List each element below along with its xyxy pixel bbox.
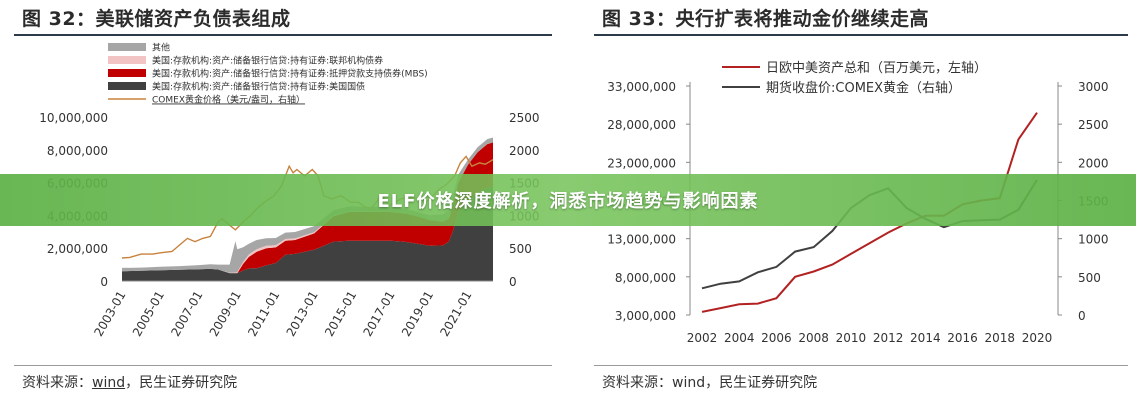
legend-swatch-2: [108, 69, 146, 77]
left-y-tick-label: 0: [100, 275, 108, 289]
right-chart-left-tick-label: 8,000,000: [615, 271, 676, 285]
right-chart-x-tick-label: 2014: [910, 331, 941, 345]
legend-label-2: 美国:存款机构:资产:储备银行信贷:持有证券:抵押贷款支持债券(MBS): [152, 68, 428, 80]
right-chart-x-tick-label: 2018: [985, 331, 1016, 345]
left-x-tick-label: 2003-01: [91, 289, 128, 339]
legend-label-1: 美国:存款机构:资产:储备银行信贷:持有证券:联邦机构债券: [152, 55, 383, 67]
right-y-tick-label: 0: [509, 275, 517, 289]
legend-swatch-0: [108, 43, 146, 51]
right-chart-left-tick-label: 28,000,000: [607, 118, 676, 132]
left-x-tick-label: 2017-01: [361, 289, 398, 339]
right-source-suffix: ，民生证券研究院: [705, 375, 818, 391]
right-chart-left-tick-label: 23,000,000: [607, 156, 676, 170]
right-chart: 3,000,0008,000,00013,000,00018,000,00023…: [607, 61, 1109, 345]
left-title-rule: [14, 34, 552, 36]
title-banner: ELF价格深度解析，洞悉市场趋势与影响因素: [0, 174, 1136, 226]
right-chart-x-tick-label: 2004: [724, 331, 755, 345]
left-x-tick-label: 2011-01: [245, 289, 282, 339]
left-x-tick-label: 2015-01: [322, 289, 359, 339]
left-x-tick-label: 2021-01: [437, 289, 474, 339]
right-chart-left-tick-label: 3,000,000: [615, 309, 676, 323]
right-legend-label-1: 期货收盘价:COMEX黄金（右轴）: [766, 80, 961, 96]
left-figure-title: 图 32：美联储资产负债表组成: [22, 8, 291, 30]
right-source-rule: [594, 365, 1128, 366]
left-source-suffix: ，民生证券研究院: [125, 375, 238, 391]
left-source: 资料来源：wind，民生证券研究院: [22, 372, 237, 392]
left-x-tick-label: 2013-01: [284, 289, 321, 339]
right-chart-right-tick-label: 0: [1078, 309, 1086, 323]
right-chart-left-tick-label: 13,000,000: [607, 233, 676, 247]
legend-label-4: COMEX黄金价格（美元/盎司，右轴）: [152, 94, 305, 106]
right-title-rule: [594, 34, 1128, 36]
right-legend-label-0: 日欧中美资产总和（百万美元，左轴）: [766, 61, 987, 76]
right-chart-right-tick-label: 500: [1078, 271, 1101, 285]
right-chart-x-tick-label: 2020: [1022, 331, 1053, 345]
left-y-tick-label: 2,000,000: [47, 242, 108, 256]
right-chart-right-tick-label: 2000: [1078, 156, 1109, 170]
right-chart-right-tick-label: 1000: [1078, 233, 1109, 247]
legend-label-0: 其他: [152, 42, 170, 54]
left-x-tick-label: 2005-01: [130, 289, 167, 339]
right-chart-left-tick-label: 33,000,000: [607, 80, 676, 94]
legend-swatch-3: [108, 82, 146, 90]
left-x-tick-label: 2009-01: [207, 289, 244, 339]
left-source-rule: [14, 365, 552, 366]
right-source-wind: wind: [672, 375, 706, 391]
left-y-tick-label: 8,000,000: [47, 144, 108, 158]
right-source: 资料来源：wind，民生证券研究院: [602, 372, 817, 392]
area-series-0: [122, 186, 493, 281]
right-figure-title: 图 33：央行扩表将推动金价继续走高: [602, 8, 930, 30]
banner-text: ELF价格深度解析，洞悉市场趋势与影响因素: [377, 191, 759, 212]
right-figure: 图 33：央行扩表将推动金价继续走高 3,000,000 8,000,000 13,…: [580, 0, 1136, 400]
right-chart-x-tick-label: 2016: [947, 331, 978, 345]
right-y-tick-label: 2000: [509, 144, 540, 158]
left-y-tick-label: 10,000,000: [39, 111, 108, 125]
left-source-wind: wind: [92, 375, 126, 391]
right-chart-x-tick-label: 2010: [836, 331, 867, 345]
area-series-1: [122, 142, 493, 274]
right-y-tick-label: 500: [509, 242, 532, 256]
right-y-tick-label: 2500: [509, 111, 540, 125]
right-chart-x-tick-label: 2006: [761, 331, 792, 345]
left-x-tick-label: 2007-01: [168, 289, 205, 339]
left-x-tick-label: 2019-01: [399, 289, 436, 339]
right-chart-right-tick-label: 2500: [1078, 118, 1109, 132]
legend-swatch-1: [108, 56, 146, 64]
right-source-prefix: 资料来源：: [602, 375, 672, 391]
right-chart-x-tick-label: 2012: [873, 331, 904, 345]
right-chart-right-tick-label: 3000: [1078, 80, 1109, 94]
right-chart-x-tick-label: 2008: [798, 331, 829, 345]
legend-label-3: 美国:存款机构:资产:储备银行信贷:持有证券:美国国债: [152, 81, 365, 93]
right-chart-x-tick-label: 2002: [687, 331, 718, 345]
left-source-prefix: 资料来源：: [22, 375, 92, 391]
